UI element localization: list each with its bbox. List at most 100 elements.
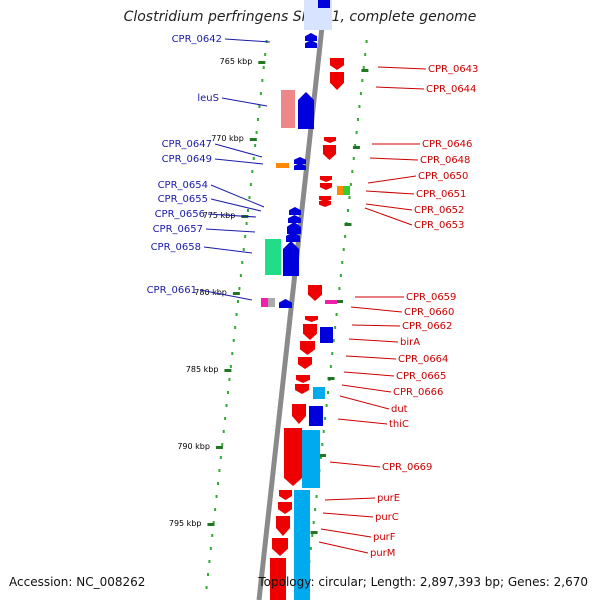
gene-label-left[interactable]: leuS bbox=[197, 93, 219, 104]
track-dot bbox=[214, 508, 217, 511]
gene-cpr0658-product[interactable] bbox=[265, 239, 281, 275]
gene-label-right[interactable]: CPR_0650 bbox=[418, 171, 468, 182]
gene-cpr0661-rna[interactable] bbox=[261, 298, 268, 307]
gene-cpr0664[interactable] bbox=[298, 357, 312, 369]
gene-cpr0643[interactable] bbox=[330, 58, 344, 70]
gene-label-right[interactable]: birA bbox=[400, 337, 420, 348]
leader-line bbox=[345, 355, 397, 360]
leader-line bbox=[377, 66, 427, 70]
gene-cpr0661[interactable] bbox=[279, 299, 292, 308]
gene-cpr0661-b[interactable] bbox=[268, 298, 275, 307]
gene-lower-cyan[interactable] bbox=[294, 490, 310, 600]
gene-cpr0644[interactable] bbox=[330, 72, 344, 90]
gene-label-right[interactable]: CPR_0646 bbox=[422, 139, 472, 150]
gene-label-right[interactable]: CPR_0665 bbox=[396, 371, 446, 382]
gene-purc[interactable] bbox=[278, 502, 292, 514]
gene-cpr0662[interactable] bbox=[303, 324, 317, 340]
gene-label-right[interactable]: thiC bbox=[389, 419, 409, 430]
gene-dut-cyan[interactable] bbox=[313, 387, 325, 399]
gene-leus-product[interactable] bbox=[281, 90, 295, 128]
track-dot bbox=[314, 508, 317, 511]
gene-purm[interactable] bbox=[272, 538, 288, 556]
gene-cpr0652[interactable] bbox=[319, 196, 331, 202]
leader-line bbox=[343, 371, 395, 377]
gene-cpr0647[interactable] bbox=[294, 157, 306, 164]
gene-label-right[interactable]: CPR_0648 bbox=[420, 155, 470, 166]
gene-label-right[interactable]: CPR_0653 bbox=[414, 220, 464, 231]
gene-cpr0653[interactable] bbox=[319, 201, 331, 207]
track-dot bbox=[364, 53, 367, 56]
gene-label-right[interactable]: purE bbox=[377, 493, 400, 504]
gene-cpr0656[interactable] bbox=[287, 222, 301, 234]
gene-label-left[interactable]: CPR_0654 bbox=[158, 180, 208, 191]
track-dot bbox=[347, 209, 350, 212]
scale-tick-mark bbox=[258, 61, 266, 64]
gene-label-right[interactable]: CPR_0644 bbox=[426, 84, 476, 95]
gene-cpr0654[interactable] bbox=[289, 207, 301, 215]
gene-label-right[interactable]: purM bbox=[370, 548, 395, 559]
gene-cpr0650[interactable] bbox=[320, 176, 332, 182]
gene-cpr0646[interactable] bbox=[324, 137, 336, 143]
gene-cpr0648[interactable] bbox=[323, 145, 336, 160]
gene-label-right[interactable]: CPR_0659 bbox=[406, 292, 456, 303]
gene-cpr0642b[interactable] bbox=[305, 40, 317, 48]
gene-leus[interactable] bbox=[298, 92, 314, 129]
gene-label-left[interactable]: CPR_0658 bbox=[151, 242, 201, 253]
gene-label-left[interactable]: CPR_0657 bbox=[153, 224, 203, 235]
gene-cpr0651-rna[interactable] bbox=[337, 186, 343, 195]
gene-cpr0649[interactable] bbox=[294, 163, 306, 170]
gene-label-right[interactable]: CPR_0662 bbox=[402, 321, 452, 332]
track-dot bbox=[245, 222, 248, 225]
gene-cpr0642[interactable] bbox=[305, 33, 317, 41]
gene-label-left[interactable]: CPR_0661 bbox=[147, 285, 197, 296]
gene-purf[interactable] bbox=[276, 516, 290, 536]
gene-label-right[interactable]: CPR_0652 bbox=[414, 205, 464, 216]
gene-label-left[interactable]: CPR_0656 bbox=[155, 209, 205, 220]
gene-cpr0657[interactable] bbox=[286, 232, 300, 242]
gene-label-right[interactable]: purC bbox=[375, 512, 399, 523]
gene-label-right[interactable]: purF bbox=[373, 532, 396, 543]
track-dot bbox=[255, 131, 258, 134]
gene-thic-blue[interactable] bbox=[309, 406, 323, 426]
gene-cpr0665[interactable] bbox=[296, 375, 310, 383]
track-dot bbox=[221, 443, 224, 446]
gene-pure[interactable] bbox=[279, 490, 292, 500]
gene-cpr0660[interactable] bbox=[305, 316, 318, 322]
leader-line bbox=[348, 338, 399, 343]
gene-cpr0658[interactable] bbox=[283, 241, 299, 276]
gene-label-right[interactable]: dut bbox=[391, 404, 408, 415]
gene-cpr0660-rna[interactable] bbox=[325, 300, 337, 304]
gene-cpr0669[interactable] bbox=[284, 428, 302, 486]
gene-label-right[interactable]: CPR_0660 bbox=[404, 307, 454, 318]
leader-line bbox=[369, 157, 419, 161]
gene-label-left[interactable]: CPR_0649 bbox=[162, 154, 212, 165]
gene-bira-red[interactable] bbox=[300, 341, 315, 355]
gene-features[interactable] bbox=[261, 33, 350, 600]
gene-label-right[interactable]: CPR_0664 bbox=[398, 354, 448, 365]
leader-line bbox=[337, 418, 388, 425]
track-dot bbox=[329, 365, 332, 368]
gene-lower-red[interactable] bbox=[270, 558, 286, 600]
track-dot bbox=[339, 274, 342, 277]
gene-cpr0659[interactable] bbox=[308, 285, 322, 301]
gene-labels[interactable]: CPR_0642 leuS CPR_0647 CPR_0649 CPR_0654 CPR_… bbox=[147, 34, 479, 559]
gene-cpr0669-cyan[interactable] bbox=[302, 430, 320, 488]
gene-label-left[interactable]: CPR_0655 bbox=[158, 194, 208, 205]
gene-label-right[interactable]: CPR_0651 bbox=[416, 189, 466, 200]
gene-bira[interactable] bbox=[320, 327, 333, 343]
track-dot bbox=[232, 339, 235, 342]
gene-label-right[interactable]: CPR_0669 bbox=[382, 462, 432, 473]
gene-cpr0655[interactable] bbox=[288, 215, 301, 223]
gene-label-right[interactable]: CPR_0643 bbox=[428, 64, 478, 75]
gene-cpr0666[interactable] bbox=[295, 384, 309, 394]
gene-cpr0651[interactable] bbox=[320, 183, 332, 190]
gene-label-right[interactable]: CPR_0666 bbox=[393, 387, 443, 398]
gene-label-left[interactable]: CPR_0647 bbox=[162, 139, 212, 150]
track-dot bbox=[206, 573, 209, 576]
label-leaders bbox=[199, 38, 427, 554]
gene-cpr0651-b[interactable] bbox=[343, 186, 350, 195]
gene-cpr0649-rna[interactable] bbox=[276, 163, 289, 168]
gene-label-left[interactable]: CPR_0642 bbox=[172, 34, 222, 45]
gene-dut[interactable] bbox=[292, 404, 306, 424]
